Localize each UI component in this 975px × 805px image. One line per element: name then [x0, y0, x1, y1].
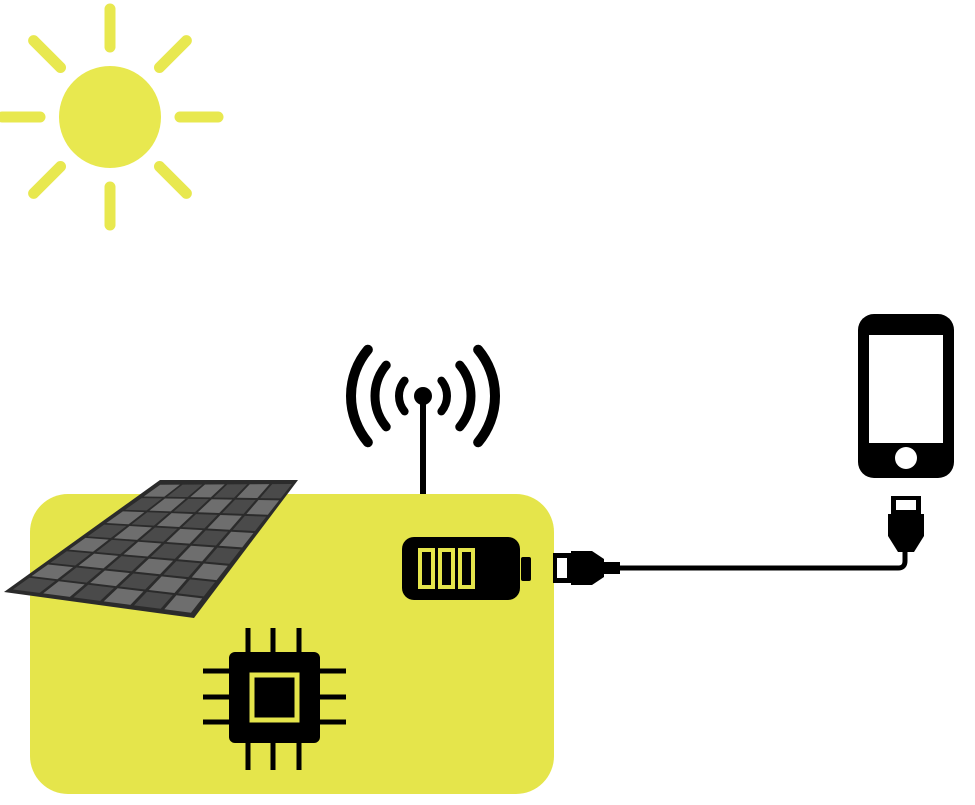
solar-cell	[87, 524, 127, 538]
solar-cell	[106, 511, 145, 525]
solar-cell	[197, 499, 233, 514]
solar-cell	[205, 547, 241, 564]
signal-wave-left	[395, 376, 409, 416]
solar-cell	[232, 515, 267, 532]
solar-cell	[140, 527, 178, 542]
solar-cell	[131, 512, 169, 526]
solar-cell	[246, 499, 280, 515]
chip-pins	[203, 628, 346, 770]
usb-plug-phone-side	[888, 496, 924, 552]
sun-ray	[153, 35, 192, 74]
usb-connector-slot	[557, 558, 567, 578]
solar-cell	[219, 531, 254, 548]
solar-cell	[134, 591, 173, 609]
solar-cell	[12, 577, 56, 593]
solar-panel-cells	[12, 483, 292, 613]
antenna-tip	[414, 387, 432, 405]
usb-strain-relief	[604, 562, 620, 574]
solar-cell	[43, 581, 85, 597]
solar-cell	[260, 483, 292, 499]
solar-cell	[177, 579, 216, 597]
battery-terminal	[521, 557, 531, 581]
solar-cell	[236, 484, 270, 499]
solar-cell	[103, 588, 144, 605]
microchip-icon	[203, 628, 346, 770]
solar-cell	[149, 498, 186, 512]
phone-screen	[869, 335, 943, 443]
signal-wave-left	[370, 360, 391, 432]
usb-connector-slot-top	[896, 500, 916, 510]
solar-cell	[73, 584, 115, 601]
solar-cell	[178, 545, 215, 562]
sun-ray	[28, 35, 67, 74]
solar-cell	[69, 537, 109, 552]
solar-cell	[190, 484, 225, 498]
solar-cell	[166, 528, 203, 544]
battery-icon	[402, 537, 531, 600]
chip-core	[249, 672, 300, 723]
signal-wave-left	[346, 344, 373, 448]
solar-panel-icon	[4, 480, 298, 618]
solar-cell	[96, 539, 136, 555]
solar-cell	[90, 570, 130, 587]
usb-plug-device-side	[553, 551, 620, 585]
solar-cell	[148, 576, 187, 593]
usb-cable-icon	[618, 548, 908, 571]
sun-ray	[153, 160, 192, 199]
solar-cell	[123, 541, 162, 557]
solar-cell	[113, 526, 152, 540]
solar-cell	[31, 564, 74, 580]
solar-cell	[60, 567, 102, 583]
wireless-antenna-icon	[346, 344, 500, 494]
usb-plug-housing-top	[888, 514, 924, 552]
phone-home-button	[895, 447, 917, 469]
solar-cell	[182, 514, 218, 529]
solar-cell	[119, 573, 159, 590]
solar-cell	[213, 484, 248, 498]
sun-ray	[28, 160, 67, 199]
signal-wave-right	[473, 344, 500, 448]
sun-icon	[0, 3, 224, 231]
solar-cell	[50, 551, 91, 566]
solar-cell	[173, 498, 209, 513]
signal-wave-right	[437, 376, 451, 416]
battery-bar	[458, 548, 475, 589]
solar-cell	[163, 561, 201, 578]
solar-cell	[150, 543, 188, 559]
solar-cell	[191, 563, 228, 581]
solar-cell	[167, 484, 203, 498]
solar-cell	[222, 499, 256, 514]
chip-body	[229, 652, 320, 743]
signal-waves	[346, 344, 500, 448]
sun-disc	[59, 66, 161, 168]
solar-cell	[106, 556, 146, 572]
usb-plug-housing	[571, 551, 604, 585]
solar-cell	[78, 553, 119, 569]
solar-cell	[192, 530, 229, 546]
solar-cell	[135, 558, 174, 575]
solar-cell	[164, 595, 203, 613]
smartphone-icon	[858, 314, 954, 478]
solar-cell	[207, 514, 242, 530]
solar-cell	[143, 484, 180, 497]
battery-level-bars	[418, 548, 475, 589]
battery-bar	[438, 548, 455, 589]
sun-rays	[0, 3, 224, 231]
solar-cell	[125, 498, 163, 511]
battery-bar	[418, 548, 435, 589]
solar-cell	[156, 513, 194, 527]
signal-wave-right	[455, 360, 476, 432]
